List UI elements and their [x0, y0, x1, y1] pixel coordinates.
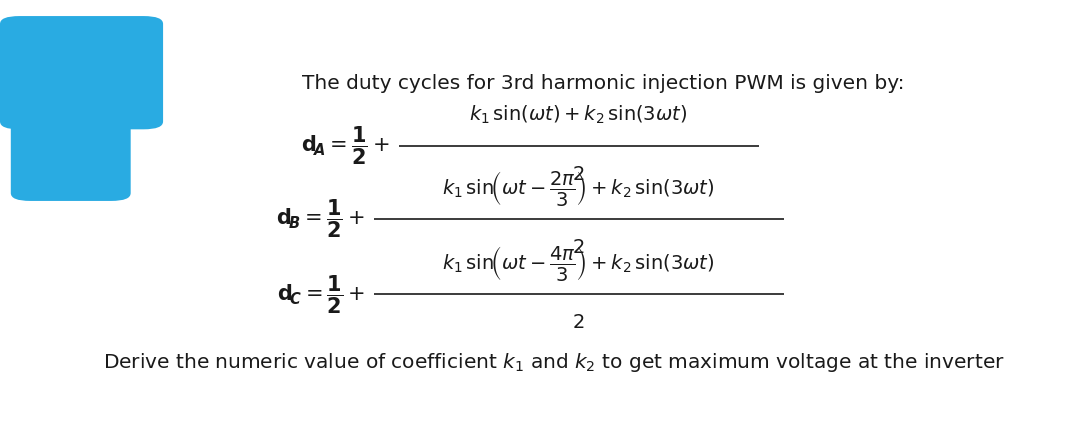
Text: Derive the numeric value of coefficient $k_1$ and $k_2$ to get maximum voltage a: Derive the numeric value of coefficient …: [103, 352, 1004, 375]
Text: $\mathbf{d}_{\!\boldsymbol{A}} = \dfrac{\mathbf{1}}{\mathbf{2}} +$: $\mathbf{d}_{\!\boldsymbol{A}} = \dfrac{…: [301, 125, 390, 167]
Text: $\mathbf{d}_{\!\boldsymbol{C}} = \dfrac{\mathbf{1}}{\mathbf{2}} +$: $\mathbf{d}_{\!\boldsymbol{C}} = \dfrac{…: [276, 273, 365, 316]
Text: $k_1\,\mathrm{sin}\!\left(\omega t-\dfrac{4\pi}{3}\right)+k_2\,\mathrm{sin}(3\om: $k_1\,\mathrm{sin}\!\left(\omega t-\dfra…: [443, 244, 715, 283]
Text: $k_1\,\mathrm{sin}\!\left(\omega t-\dfrac{2\pi}{3}\right)+k_2\,\mathrm{sin}(3\om: $k_1\,\mathrm{sin}\!\left(\omega t-\dfra…: [443, 168, 715, 207]
Text: $2$: $2$: [572, 164, 584, 184]
Text: $\mathbf{d}_{\!\boldsymbol{B}} = \dfrac{\mathbf{1}}{\mathbf{2}} +$: $\mathbf{d}_{\!\boldsymbol{B}} = \dfrac{…: [276, 198, 365, 240]
Text: $2$: $2$: [572, 313, 584, 332]
Text: $k_1\,\mathrm{sin}(\omega t)+k_2\,\mathrm{sin}(3\omega t)$: $k_1\,\mathrm{sin}(\omega t)+k_2\,\mathr…: [470, 103, 688, 126]
Text: $2$: $2$: [572, 238, 584, 257]
Text: The duty cycles for 3rd harmonic injection PWM is given by:: The duty cycles for 3rd harmonic injecti…: [302, 74, 905, 93]
